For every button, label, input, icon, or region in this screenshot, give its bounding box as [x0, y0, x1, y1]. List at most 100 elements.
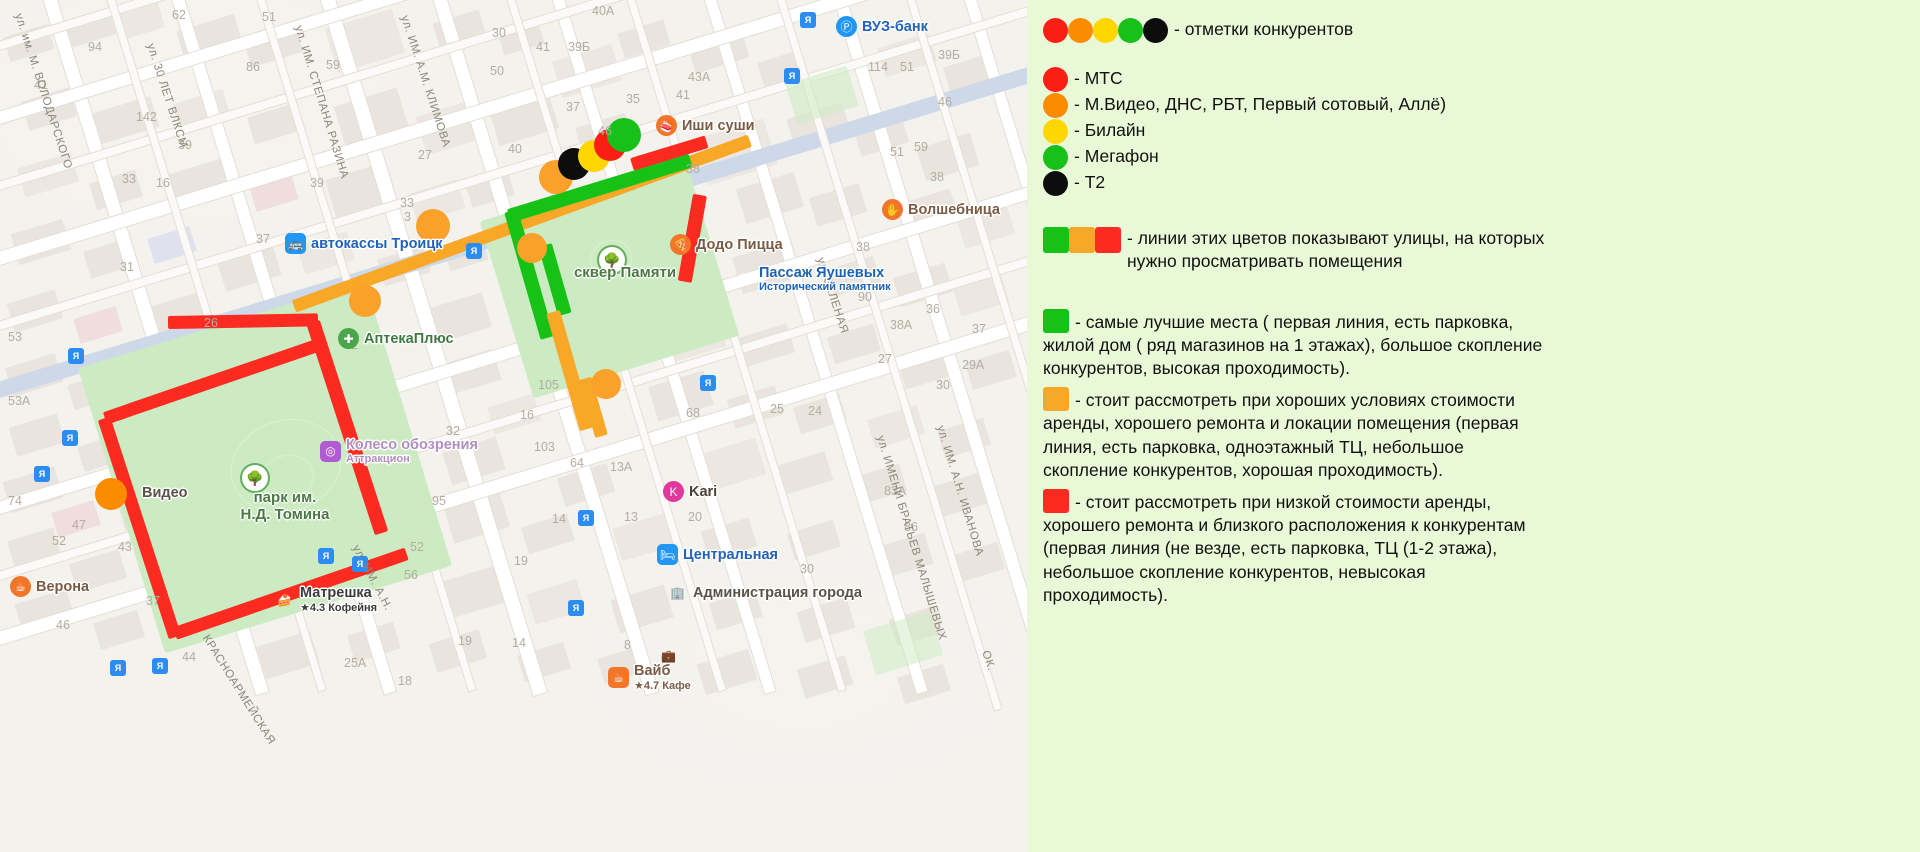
legend-header-dots — [1043, 18, 1168, 43]
transit-sign-icon: Я — [466, 243, 482, 259]
competitor-legend-item: - Билайн — [1043, 119, 1910, 144]
house-number: 8 — [624, 638, 631, 652]
poi-dodo-pizza[interactable]: 🍕 Додо Пицца — [670, 234, 783, 255]
house-number: 47 — [72, 518, 86, 532]
competitor-dot-megafon[interactable] — [607, 118, 641, 152]
spacer — [1043, 275, 1910, 309]
spacer — [1043, 45, 1910, 67]
house-number: 39 — [310, 176, 324, 190]
poi-label: Матрешка ★4.3 Кофейня — [300, 585, 378, 614]
poi-passazh[interactable]: 🏛 Пассаж Яушевых Исторический памятник — [733, 265, 891, 293]
house-number: 105 — [538, 378, 559, 392]
legend-block: - самые лучшие места ( первая линия, ест… — [1043, 308, 1553, 381]
transit-sign-icon: Я — [110, 660, 126, 676]
transit-sign-icon: Я — [152, 658, 168, 674]
competitor-dot-orange[interactable] — [517, 233, 547, 263]
transit-sign-icon: Я — [784, 68, 800, 84]
house-number: 13А — [610, 460, 633, 474]
house-number: 59 — [914, 140, 928, 154]
poi-briefcase-poi[interactable]: 💼 — [658, 645, 679, 666]
competitor-dot-orange[interactable] — [416, 209, 450, 243]
house-number: 46 — [56, 618, 70, 632]
poi-sushi[interactable]: 🍣 Иши суши — [656, 115, 755, 136]
legend-square-line_red — [1043, 488, 1069, 513]
park-label-park-tomina: парк им. Н.Д. Томина — [240, 489, 330, 523]
poi-video[interactable]: Видео — [142, 485, 188, 501]
house-number: 14 — [512, 636, 526, 650]
house-number: 36 — [926, 302, 940, 316]
poi-koleso[interactable]: ◎ Колесо обозрения Аттракцион — [320, 437, 478, 465]
map-pane[interactable]: Я Я Я Я Я Я Я Я Я Я Я Я Я 🌳 🌳 62 51 40А 94 3… — [0, 0, 1027, 852]
pizza-icon: 🍕 — [670, 234, 691, 255]
house-number: 25 — [770, 402, 784, 416]
poi-centralnaya[interactable]: 🛏 Центральная — [657, 544, 778, 565]
house-number: 59 — [326, 58, 340, 72]
coffee-icon: 🍰 — [277, 592, 292, 607]
poi-matreshka[interactable]: 🍰 Матрешка ★4.3 Кофейня — [274, 585, 377, 614]
poi-vayb[interactable]: ☕ Вайб ★4.7 Кафе — [608, 663, 691, 692]
competitor-legend-item: - Мегафон — [1043, 145, 1910, 170]
poi-label: Kari — [689, 483, 718, 500]
house-number: 51 — [900, 60, 914, 74]
house-number: 35 — [626, 92, 640, 106]
competitor-legend-item: - М.Видео, ДНС, РБТ, Первый сотовый, Алл… — [1043, 93, 1910, 118]
house-number: 44 — [182, 650, 196, 664]
house-number: 46 — [598, 124, 612, 138]
competitor-legend-list: - МТС - М.Видео, ДНС, РБТ, Первый сотовый… — [1043, 67, 1910, 196]
house-number: 51 — [890, 145, 904, 159]
poi-kari[interactable]: K Kari — [663, 481, 717, 502]
competitor-legend-label: - Т2 — [1074, 172, 1106, 192]
house-number: 64 — [570, 456, 584, 470]
legend-line-squares — [1043, 227, 1121, 253]
competitor-dot-orange[interactable] — [349, 285, 381, 317]
poi-label: ВУЗ-банк — [862, 18, 928, 35]
house-number: 14 — [552, 512, 566, 526]
house-number: 33 — [400, 196, 414, 210]
house-number: 33 — [122, 172, 136, 186]
house-number: 27 — [418, 148, 432, 162]
legend-dot-red — [1043, 18, 1068, 43]
house-number: 83А — [884, 484, 907, 498]
poi-label: Пассаж Яушевых Исторический памятник — [759, 265, 891, 293]
legend-square-line_orange — [1043, 386, 1069, 411]
house-number: 18 — [398, 674, 412, 688]
route-red-park-top2 — [167, 313, 319, 329]
house-number: 20 — [688, 510, 702, 524]
spacer — [1043, 197, 1910, 227]
cafe-icon: ☕ — [10, 576, 31, 597]
transit-sign-icon: Я — [568, 600, 584, 616]
competitor-dot-orange[interactable] — [95, 478, 127, 510]
house-number: 41 — [536, 40, 550, 54]
transit-sign-icon: Я — [62, 430, 78, 446]
house-number: 3 — [404, 210, 411, 224]
house-number: 38 — [930, 170, 944, 184]
house-number: 30 — [936, 378, 950, 392]
house-number: 95 — [432, 494, 446, 508]
house-number: 40А — [592, 4, 615, 18]
poi-verona[interactable]: ☕ Верона — [10, 576, 89, 597]
legend-dot-green — [1118, 18, 1143, 43]
house-number: 24 — [808, 404, 822, 418]
competitor-legend-label: - М.Видео, ДНС, РБТ, Первый сотовый, Алл… — [1074, 94, 1447, 114]
transit-sign-icon: Я — [318, 548, 334, 564]
legend-dot-green — [1043, 145, 1068, 170]
house-number: 52 — [410, 540, 424, 554]
poi-label: Верона — [36, 578, 90, 595]
legend-lines-row: - линии этих цветов показывают улицы, на… — [1043, 227, 1910, 273]
house-number: 19 — [458, 634, 472, 648]
house-number: 16 — [520, 408, 534, 422]
competitor-dot-orange[interactable] — [591, 369, 621, 399]
legend-block-text: - стоит рассмотреть при хороших условиях… — [1043, 389, 1519, 481]
poi-volshebnica[interactable]: ✋ Волшебница — [882, 199, 1000, 220]
poi-label: автокассы Троицк — [311, 235, 443, 252]
poi-administraciya[interactable]: 🏢 Администрация города — [667, 582, 862, 603]
house-number: 86 — [246, 60, 260, 74]
poi-apteka-plus[interactable]: ✚ АптекаПлюс — [338, 328, 454, 349]
house-number: 53А — [8, 394, 31, 408]
poi-vuz-bank[interactable]: Ⓟ ВУЗ-банк — [836, 16, 928, 37]
legend-lines-text: - линии этих цветов показывают улицы, на… — [1127, 228, 1545, 271]
hotel-icon: 🛏 — [657, 544, 678, 565]
house-number: 41 — [676, 88, 690, 102]
house-number: 26 — [204, 316, 218, 330]
poi-avtokassy[interactable]: 🚌 автокассы Троицк — [285, 233, 443, 254]
